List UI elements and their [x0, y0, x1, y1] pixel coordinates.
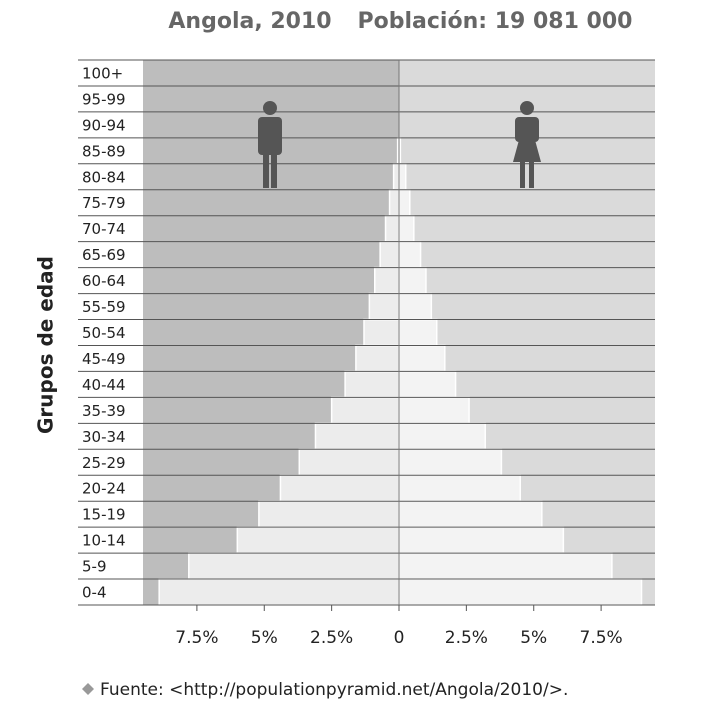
female-bar: [398, 500, 543, 528]
male-bar: [388, 189, 400, 217]
y-tick-label: 90-94: [82, 116, 126, 134]
y-tick-label: 10-14: [82, 532, 126, 550]
y-tick-label: 45-49: [82, 350, 126, 368]
y-tick-label: 80-84: [82, 168, 126, 186]
y-tick-label: 100+: [82, 64, 123, 82]
y-tick-label: 20-24: [82, 480, 126, 498]
female-bar: [398, 214, 415, 243]
female-bar: [398, 552, 613, 580]
male-bar: [368, 292, 400, 321]
female-bar: [398, 318, 438, 347]
female-bar: [398, 422, 486, 451]
male-bar: [158, 578, 400, 606]
female-bar: [398, 266, 427, 295]
source: Fuente: <http://populationpyramid.net/An…: [100, 680, 568, 700]
female-bar: [398, 292, 433, 321]
y-tick-label: 15-19: [82, 506, 126, 524]
male-bar: [373, 266, 400, 295]
y-tick-label: 0-4: [82, 584, 107, 602]
male-bar: [384, 214, 400, 243]
y-tick-label: 40-44: [82, 376, 126, 394]
male-bar: [188, 552, 400, 580]
y-tick-label: 5-9: [82, 558, 107, 576]
male-bar: [314, 422, 400, 451]
x-tick-label: 7.5%: [580, 628, 623, 648]
male-bar: [236, 526, 400, 554]
x-tick-label: 5%: [520, 628, 547, 648]
male-bar: [379, 240, 400, 269]
female-bar: [398, 240, 422, 269]
female-bar: [398, 370, 457, 399]
y-axis-label: Grupos de edad: [34, 256, 58, 434]
y-tick-label: 35-39: [82, 402, 126, 420]
y-tick-label: 30-34: [82, 428, 126, 446]
y-tick-label: 25-29: [82, 454, 126, 472]
y-tick-label: 95-99: [82, 90, 126, 108]
y-tick-label: 75-79: [82, 194, 126, 212]
female-bar: [398, 448, 503, 476]
female-bar: [398, 189, 411, 217]
male-bar: [344, 370, 400, 399]
y-tick-label: 50-54: [82, 324, 126, 342]
male-bar: [330, 396, 400, 425]
male-bar: [392, 163, 400, 191]
male-bar: [355, 344, 400, 373]
female-bar: [398, 396, 470, 425]
male-icon: [258, 101, 282, 188]
female-bar: [398, 526, 565, 554]
male-bar: [279, 474, 400, 502]
x-tick-label: 5%: [251, 628, 278, 648]
x-tick-label: 2.5%: [310, 628, 353, 648]
male-bar: [363, 318, 400, 347]
female-bar: [398, 474, 522, 502]
y-tick-label: 65-69: [82, 246, 126, 264]
x-tick-label: 0: [394, 628, 405, 648]
plot-area: 0-4 5-9 10-14 15-19 20-24 25-29 30-34 35-39 40-4…: [78, 59, 655, 648]
female-icon: [513, 101, 541, 188]
x-tick-label: 7.5%: [175, 628, 218, 648]
x-tick-label: 2.5%: [445, 628, 488, 648]
chart-subtitle: Población: 19 081 000: [358, 9, 633, 34]
source-icon: [82, 683, 94, 695]
y-tick-label: 85-89: [82, 142, 126, 160]
male-bar: [298, 448, 400, 476]
y-tick-label: 60-64: [82, 272, 126, 290]
female-bar: [398, 578, 643, 606]
y-tick-label: 70-74: [82, 220, 126, 238]
y-tick-label: 55-59: [82, 298, 126, 316]
chart-title: Angola, 2010: [168, 9, 331, 34]
female-bar: [398, 163, 407, 191]
female-bar: [398, 344, 446, 373]
male-bar: [258, 500, 400, 528]
